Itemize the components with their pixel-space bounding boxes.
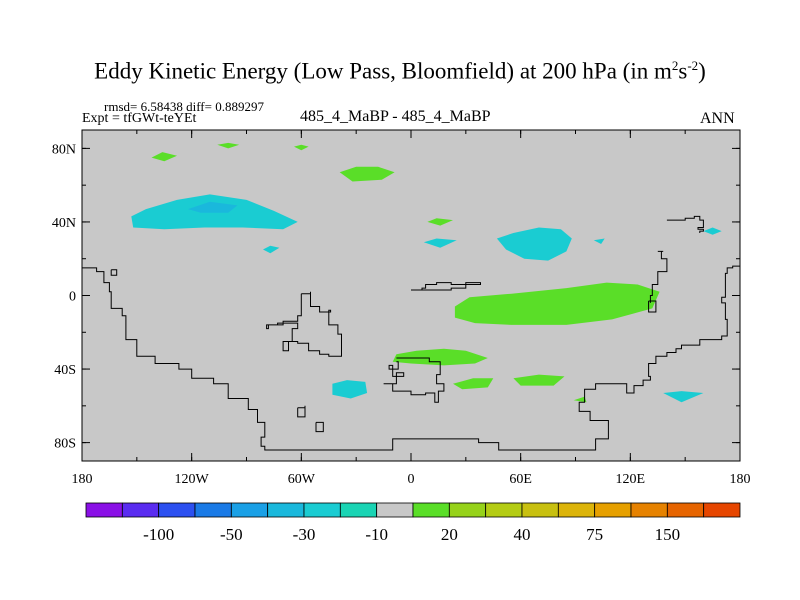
anomaly-europe-green-small (427, 218, 453, 226)
colorbar-box (121, 502, 160, 518)
anomaly-s-indian-green-1 (453, 378, 494, 390)
anomaly-pacific-right-teal (703, 227, 722, 235)
colorbar-label: 20 (441, 525, 458, 544)
colorbar-label: -100 (143, 525, 174, 544)
anomaly-s-indian-green-small (573, 396, 587, 403)
chart-title: Eddy Kinetic Energy (Low Pass, Bloomfiel… (0, 58, 800, 85)
y-tick-label: 80N (52, 142, 76, 157)
x-axis: 180 120W 60W 0 60E 120E 180 (72, 130, 751, 487)
colorbar-box (448, 502, 487, 518)
colorbar-box (85, 502, 123, 518)
outline-s-islands (297, 405, 306, 418)
y-tick-label: 80S (54, 437, 76, 452)
colorbar-label: 40 (514, 525, 531, 544)
y-axis: 80N 40N 0 40S 80S (52, 142, 740, 452)
outline-coast-east-asia-2 (649, 250, 668, 303)
units-exp1: 2 (671, 58, 679, 73)
x-tick-label: 180 (730, 472, 751, 487)
y-tick-label: 40S (54, 363, 76, 378)
outline-south-africa-fragment (383, 357, 445, 403)
x-tick-label: 0 (408, 472, 415, 487)
outline-island-left (110, 269, 118, 276)
colorbar-label: -10 (365, 525, 388, 544)
colorbar-label: -50 (220, 525, 243, 544)
colorbar-box (267, 502, 305, 518)
anomaly-n-atlantic-green (339, 166, 395, 182)
x-tick-label: 60E (509, 472, 532, 487)
anomaly-fills (131, 142, 722, 403)
anomaly-arctic-green-1 (151, 152, 177, 162)
stats-text: rmsd= 6.58438 diff= 0.889297 (104, 99, 264, 114)
x-tick-label: 120W (175, 472, 210, 487)
coastline-outlines (82, 215, 741, 451)
outline-s-islands-2 (315, 421, 324, 433)
anomaly-equatorial-green (454, 282, 660, 325)
anomaly-asia-teal (496, 227, 572, 261)
colorbar-box (703, 502, 741, 518)
colorbar-box (594, 502, 632, 518)
units-exp2: -2 (687, 58, 699, 73)
outline-coast-west (82, 262, 741, 451)
anomaly-s-atlantic-green (392, 348, 488, 366)
colorbar-box (412, 502, 450, 518)
colorbar-box (521, 502, 559, 518)
colorbar-box (485, 502, 523, 518)
units-mid: s (678, 58, 688, 84)
title-text: Eddy Kinetic Energy (Low Pass, Bloomfiel… (94, 58, 672, 84)
x-tick-label: 120E (616, 472, 646, 487)
x-tick-label: 60W (288, 472, 316, 487)
anomaly-arctic-green-3 (294, 144, 309, 151)
colorbar-box (339, 502, 378, 518)
colorbar-box (158, 502, 196, 518)
anomaly-s-atlantic-teal (332, 380, 368, 399)
outline-central-island (266, 291, 342, 357)
anomaly-s-pacific-teal (663, 391, 704, 403)
colorbar-box (630, 502, 668, 518)
colorbar-label: 75 (586, 525, 603, 544)
case-label: 485_4_MaBP - 485_4_MaBP (300, 108, 491, 125)
colorbar-box (230, 502, 269, 518)
anomaly-mediterranean-teal (423, 238, 457, 248)
colorbar: -100 -50 -30 -10 20 40 75 150 (85, 502, 741, 544)
y-tick-label: 0 (69, 290, 76, 305)
expt-label: Expt = tfGWt-teYEt (82, 111, 197, 126)
y-tick-label: 40N (52, 216, 76, 231)
colorbar-box (557, 502, 596, 518)
colorbar-box (194, 502, 232, 518)
colorbar-label: -30 (293, 525, 316, 544)
outline-island-se-asia (648, 300, 657, 313)
colorbar-box (303, 502, 341, 518)
anomaly-n-pacific-teal-core (188, 201, 238, 213)
outline-coast-east-asia (666, 215, 704, 233)
x-tick-label: 180 (72, 472, 93, 487)
colorbar-box (666, 502, 705, 518)
anomaly-n-america-teal-small (263, 245, 280, 254)
colorbar-box (376, 502, 414, 518)
anomaly-s-indian-green-2 (513, 374, 565, 386)
colorbar-label: 150 (655, 525, 681, 544)
season-label: ANN (700, 110, 735, 127)
units-close: ) (698, 58, 706, 84)
anomaly-arctic-green-2 (217, 142, 240, 149)
outline-africa-fragment (411, 282, 481, 291)
anomaly-n-india-teal-small (593, 238, 605, 244)
